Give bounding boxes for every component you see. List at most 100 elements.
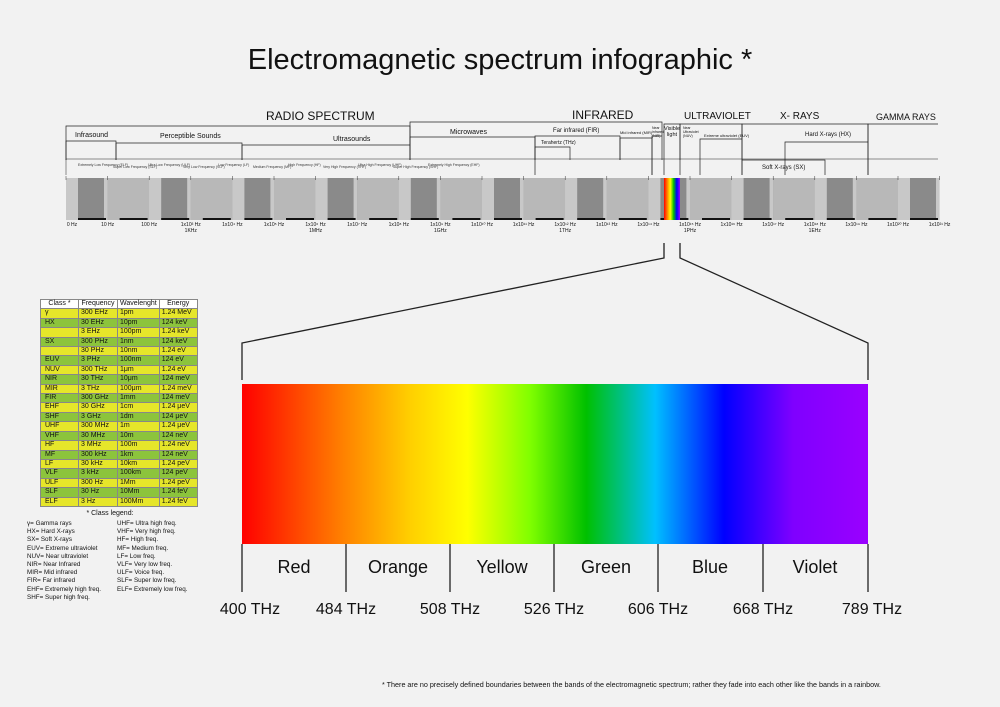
- tick-label: 1x10¹⁴ Hz: [637, 222, 660, 228]
- table-cell: 1.24 MeV: [158, 308, 198, 319]
- frequency-bands: [66, 178, 940, 220]
- table-cell: 3 kHz: [78, 468, 118, 479]
- table-cell: 1.24 μeV: [158, 402, 198, 413]
- table-cell: 124 μeV: [158, 411, 198, 423]
- table-cell: 1dm: [117, 411, 160, 423]
- table-cell: ULF: [40, 477, 79, 489]
- table-cell: 1.24 peV: [158, 458, 198, 470]
- legend-item: SLF= Super low freq.: [117, 577, 177, 585]
- table-cell: γ: [40, 308, 79, 319]
- frequency-label: 668 THz: [732, 601, 794, 618]
- table-cell: 3 EHz: [78, 327, 118, 338]
- frequency-label: 400 THz: [219, 601, 281, 618]
- legend-item: ULF= Voice freq.: [117, 569, 165, 577]
- legend-item: VLF= Very low freq.: [117, 561, 173, 569]
- band-underline: [577, 218, 606, 220]
- tick-note: 1PHz: [683, 228, 697, 234]
- table-cell: 30 PHz: [78, 346, 118, 357]
- band-segment-inner: [161, 178, 188, 220]
- band-underline: [494, 218, 522, 220]
- table-cell: 10Mm: [117, 487, 160, 498]
- band-underline: [785, 218, 814, 220]
- table-cell: 1km: [117, 449, 160, 460]
- table-cell: 124 keV: [158, 336, 198, 348]
- tick-note: 1GHz: [434, 228, 447, 234]
- table-cell: 10km: [117, 458, 160, 470]
- subcat-mid-infrared: Mid infrared (MIR): [620, 130, 653, 135]
- radio-band-label: Very Low Frequency (VLF): [183, 165, 225, 169]
- legend-item: EUV= Extreme ultraviolet: [27, 544, 98, 552]
- bracket-gamma: [867, 123, 938, 175]
- table-header: Wavelenght: [117, 298, 160, 310]
- table-cell: FIR: [40, 393, 79, 404]
- tick-label: 0 Hz: [66, 222, 78, 228]
- visible-spectrum-bar: [242, 384, 868, 544]
- table-cell: 124 neV: [158, 430, 198, 442]
- table-row: FIR 300 GHz 1mm 124 meV: [40, 393, 198, 404]
- table-cell: 124 meV: [158, 393, 198, 404]
- table-cell: 3 MHz: [78, 440, 118, 451]
- table-cell: 300 EHz: [78, 308, 118, 319]
- table-cell: 1.24 neV: [158, 440, 198, 451]
- table-cell: 30 kHz: [78, 458, 118, 470]
- tick-label: 1x10¹² Hz: [554, 222, 577, 228]
- legend-left-column: γ= Gamma rays HX= Hard X-rays SX= Soft X-r…: [27, 520, 101, 602]
- legend-item: SHF= Super high freq.: [27, 593, 90, 601]
- table-row: HX 30 EHz 10pm 124 keV: [40, 317, 198, 329]
- table-cell: 300 kHz: [78, 449, 118, 460]
- table-row: ULF 300 Hz 1Mm 1.24 peV: [40, 477, 198, 489]
- legend-item: FIR= Far infrared: [27, 577, 76, 585]
- tick-label: 1x10¹⁶ Hz: [720, 222, 743, 228]
- tick-label: 1x10¹⁵ Hz: [678, 222, 702, 228]
- table-row: SHF 3 GHz 1dm 124 μeV: [40, 411, 198, 423]
- band-segment-inner: [690, 178, 732, 220]
- band-underline: [286, 218, 314, 220]
- table-row: SLF 30 Hz 10Mm 1.24 feV: [40, 487, 198, 498]
- table-cell: [40, 346, 79, 357]
- table-cell: 3 THz: [78, 383, 118, 395]
- table-cell: 10nm: [117, 346, 160, 357]
- table-row: γ 300 EHz 1pm 1.24 MeV: [40, 308, 198, 319]
- category-ultraviolet: ULTRAVIOLET: [684, 111, 751, 122]
- table-cell: UHF: [40, 421, 79, 432]
- tick-note: 1MHz: [309, 228, 323, 234]
- subcat-perceptible-sounds: Perceptible Sounds: [160, 133, 221, 140]
- band-underline: [702, 218, 730, 220]
- table-cell: 124 meV: [158, 374, 198, 385]
- table-cell: 1.24 eV: [158, 364, 198, 376]
- table-row: VHF 30 MHz 10m 124 neV: [40, 430, 198, 442]
- table-row: HF 3 MHz 100m 1.24 neV: [40, 440, 198, 451]
- band-underline: [452, 218, 481, 220]
- table-cell: HX: [40, 317, 79, 329]
- radio-band-label: Super High Frequency (SHF): [393, 165, 439, 169]
- table-cell: SX: [40, 336, 79, 348]
- page-title: Electromagnetic spectrum infographic *: [247, 44, 753, 76]
- legend-item: ELF= Extremely low freq.: [117, 585, 188, 593]
- table-row: NIR 30 THz 10μm 124 meV: [40, 374, 198, 385]
- table-cell: 30 MHz: [78, 430, 118, 442]
- category-radio-spectrum: RADIO SPECTRUM: [266, 109, 375, 123]
- table-row: VLF 3 kHz 100km 124 peV: [40, 468, 198, 479]
- category-gamma-rays: GAMMA RAYS: [876, 112, 936, 122]
- band-underline: [119, 218, 148, 220]
- tick-label: 1x10⁷ Hz: [347, 222, 368, 228]
- band-segment-inner: [743, 178, 770, 220]
- tick-note: 1EHz: [808, 228, 821, 234]
- table-cell: ELF: [40, 496, 79, 507]
- legend-item: HF= High freq.: [117, 536, 159, 544]
- band-segment-inner: [440, 178, 482, 220]
- table-row: 30 PHz 10nm 1.24 eV: [40, 346, 198, 357]
- subcat-near-ultraviolet: Near Ultraviolet (NUV): [683, 126, 699, 138]
- legend-item: SX= Soft X-rays: [27, 536, 72, 544]
- tick-label: 1x10⁶ Hz: [305, 222, 326, 228]
- category-brackets: [65, 121, 938, 380]
- legend-item: NIR= Near Infrared: [27, 561, 81, 569]
- table-cell: 1.24 meV: [158, 383, 198, 395]
- legend-item: MIR= Mid infrared: [27, 569, 78, 577]
- table-cell: 100μm: [117, 383, 160, 395]
- tick-label: 1x10⁵ Hz: [263, 222, 285, 228]
- tick-label: 1x10¹⁹ Hz: [845, 222, 868, 228]
- legend-item: EHF= Extremely high freq.: [27, 585, 102, 593]
- table-header: Frequency: [78, 298, 118, 310]
- category-x-rays: X- RAYS: [780, 111, 820, 122]
